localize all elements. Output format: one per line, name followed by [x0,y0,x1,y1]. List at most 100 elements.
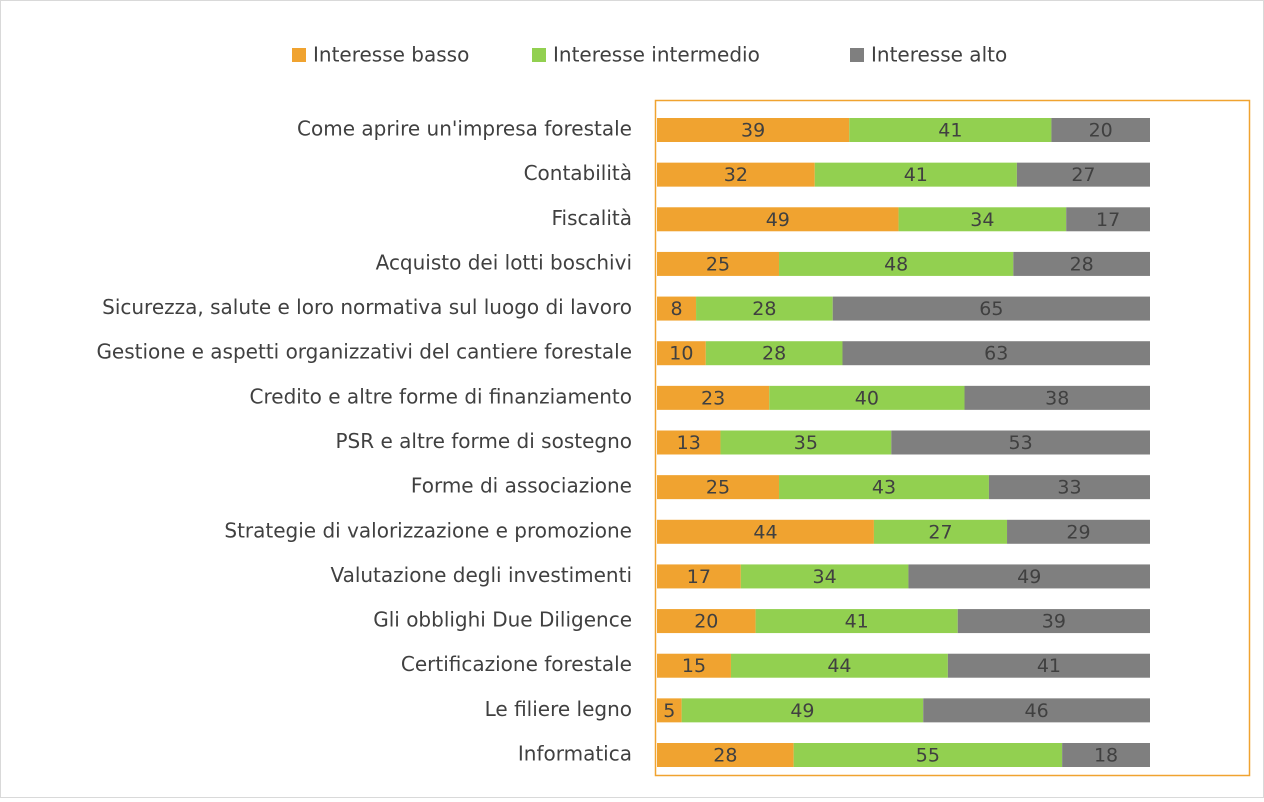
legend-label: Interesse basso [313,43,469,67]
data-label: 8 [670,298,682,320]
bar-segment [657,341,706,366]
legend-swatch [532,48,546,62]
bar-segment [681,698,924,723]
data-label: 40 [855,387,879,409]
bar-segment [849,118,1052,142]
bar-segment [988,475,1150,500]
data-label: 15 [682,655,706,677]
y-tick-label: PSR e altre forme di sostegno [335,429,632,453]
data-label: 34 [813,566,837,588]
data-label: 29 [1066,521,1090,543]
data-label: 55 [916,745,940,767]
data-label: 10 [669,343,693,365]
data-label: 27 [1071,164,1095,186]
data-label: 17 [1096,209,1120,231]
data-label: 34 [970,209,994,231]
data-label: 17 [687,566,711,588]
bar-segment [755,609,958,634]
data-label: 44 [753,521,777,543]
data-label: 28 [762,343,786,365]
y-tick-label: Forme di associazione [411,474,632,498]
bar-segment [740,564,909,589]
bar-segment [657,475,780,500]
bar-segment [657,207,899,232]
bar-segment [657,743,794,767]
bar-segment [842,341,1150,366]
data-label: 39 [1042,611,1066,633]
y-tick-label: Credito e altre forme di finanziamento [250,384,632,408]
data-label: 44 [827,655,851,677]
data-label: 28 [1070,253,1094,275]
data-label: 46 [1025,700,1049,722]
data-label: 65 [979,298,1003,320]
bar-segment [793,743,1063,767]
data-label: 49 [1017,566,1041,588]
data-label: 20 [694,611,718,633]
bar-segment [657,698,682,723]
data-label: 18 [1094,745,1118,767]
data-label: 25 [706,253,730,275]
bar-segment [1007,519,1150,544]
data-label: 32 [724,164,748,186]
data-label: 63 [984,343,1008,365]
bar-segment [730,653,948,678]
data-label: 23 [701,387,725,409]
bar-segment [947,653,1150,678]
data-label: 53 [1009,432,1033,454]
bar-segment [1016,162,1150,187]
data-label: 28 [752,298,776,320]
legend-label: Interesse alto [871,43,1007,67]
y-tick-label: Contabilità [524,161,632,185]
legend-swatch [850,48,864,62]
bar-segment [657,609,756,634]
y-tick-label: Gestione e aspetti organizzativi del can… [96,340,632,364]
data-label: 43 [872,477,896,499]
data-label: 41 [904,164,928,186]
bar-segment [814,162,1017,187]
bar-segment [657,251,780,276]
y-tick-label: Acquisto dei lotti boschivi [376,250,632,274]
data-label: 25 [706,477,730,499]
bar-segment [657,564,741,589]
y-tick-label: Certificazione forestale [401,652,632,676]
bar-segment [908,564,1150,589]
data-label: 28 [713,745,737,767]
data-label: 48 [884,253,908,275]
bar-segment [657,296,697,321]
bar-segment [657,430,721,455]
bar-segment [957,609,1150,634]
bar-segment [657,519,874,544]
y-tick-label: Valutazione degli investimenti [330,563,632,587]
bar-segment [657,162,815,187]
y-tick-label: Sicurezza, salute e loro normativa sul l… [102,295,632,319]
bar-segment [779,475,989,500]
data-label: 41 [938,120,962,142]
y-tick-label: Strategie di valorizzazione e promozione [224,518,632,542]
bar-segment [1066,207,1150,232]
bar-segment [705,341,843,366]
bar-segment [769,385,965,410]
y-tick-label: Gli obblighi Due Diligence [373,608,632,632]
data-label: 38 [1045,387,1069,409]
bar-segment [1013,251,1150,276]
y-tick-label: Fiscalità [552,206,633,230]
plot-border [654,99,1251,777]
y-tick-label: Le filiere legno [485,697,632,721]
y-tick-label: Informatica [518,742,632,766]
y-tick-label: Come aprire un'impresa forestale [297,117,632,141]
bar-segment [1062,743,1150,767]
data-label: 27 [928,521,952,543]
data-label: 41 [1037,655,1061,677]
bar-segment [923,698,1150,723]
data-label: 13 [677,432,701,454]
data-label: 49 [766,209,790,231]
bar-segment [657,653,731,678]
bar-segment [891,430,1150,455]
data-label: 41 [845,611,869,633]
bar-segment [832,296,1150,321]
bar-segment [720,430,892,455]
legend-swatch [292,48,306,62]
data-label: 33 [1057,477,1081,499]
data-label: 5 [663,700,675,722]
